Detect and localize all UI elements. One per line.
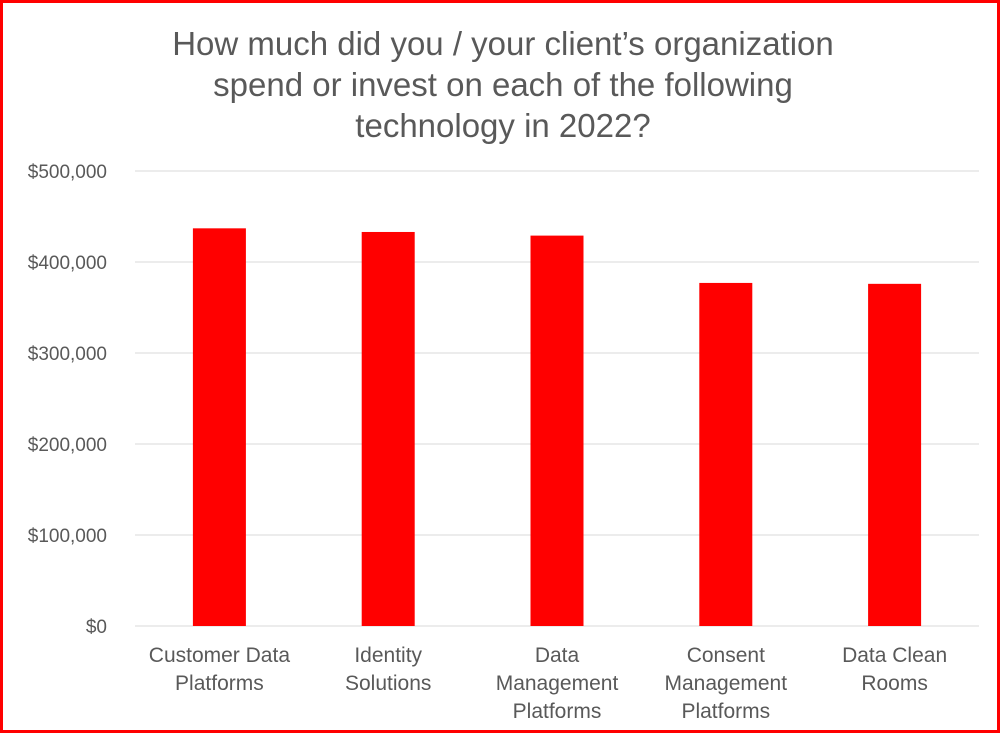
x-tick-label: Identity Solutions bbox=[345, 644, 431, 695]
y-tick-label: $300,000 bbox=[28, 344, 107, 365]
x-tick-label: Consent Management Platforms bbox=[665, 644, 788, 723]
chart-title-line-3: technology in 2022? bbox=[355, 107, 650, 144]
y-tick-label: $0 bbox=[86, 617, 107, 638]
y-tick-label: $500,000 bbox=[28, 162, 107, 183]
y-tick-label: $400,000 bbox=[28, 253, 107, 274]
x-tick-label: Data Clean Rooms bbox=[842, 644, 947, 695]
y-axis-tick-labels: $0 $100,000 $200,000 $300,000 $400,000 $500,0… bbox=[28, 162, 107, 638]
chart-title: How much did you / your client’s organiz… bbox=[172, 25, 834, 144]
bars bbox=[192, 228, 922, 627]
chart-title-line-1: How much did you / your client’s organiz… bbox=[172, 25, 834, 62]
x-tick-label: Customer Data Platforms bbox=[149, 644, 291, 695]
bar-chart: How much did you / your client’s organiz… bbox=[28, 25, 979, 723]
x-tick-label: Data Management Platforms bbox=[496, 644, 619, 723]
y-tick-label: $100,000 bbox=[28, 526, 107, 547]
y-tick-label: $200,000 bbox=[28, 435, 107, 456]
bar bbox=[868, 283, 922, 626]
bar bbox=[361, 231, 415, 626]
bar bbox=[192, 228, 246, 626]
bar bbox=[530, 235, 584, 627]
x-axis-tick-labels: Customer Data Platforms Identity Solutions D… bbox=[149, 644, 947, 723]
chart-title-line-2: spend or invest on each of the following bbox=[213, 66, 793, 103]
bar bbox=[699, 282, 753, 626]
